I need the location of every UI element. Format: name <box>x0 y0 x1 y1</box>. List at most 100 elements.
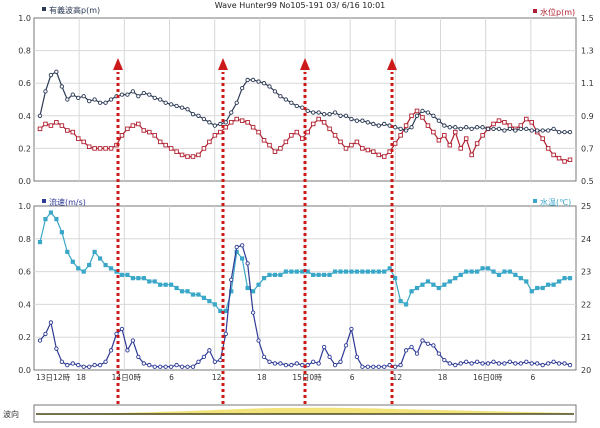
data-point <box>92 146 97 151</box>
data-point <box>567 276 573 281</box>
data-point <box>130 123 136 128</box>
data-point <box>130 276 135 281</box>
data-point <box>403 128 409 133</box>
data-point <box>163 282 168 287</box>
data-point <box>152 279 157 284</box>
data-point <box>267 272 272 277</box>
data-point <box>535 128 540 133</box>
right-tick-label: 0.5 <box>581 177 594 186</box>
data-point <box>491 121 496 127</box>
data-point <box>475 269 480 274</box>
data-point <box>43 331 48 337</box>
data-point <box>436 137 442 143</box>
data-point <box>141 90 146 96</box>
x-tick-label: 18 <box>76 373 86 382</box>
data-point <box>502 269 507 274</box>
data-point <box>365 269 370 274</box>
data-point <box>103 146 108 151</box>
data-point <box>349 142 354 148</box>
data-point <box>387 266 392 271</box>
data-point <box>196 292 201 297</box>
data-point <box>218 358 223 363</box>
data-point <box>311 359 316 364</box>
data-point <box>294 129 300 135</box>
data-point <box>261 276 267 281</box>
data-point <box>272 272 278 277</box>
data-point <box>551 359 556 364</box>
right-tick-label: 20 <box>581 366 591 375</box>
data-point <box>524 126 529 131</box>
data-point <box>327 272 332 277</box>
data-point <box>420 282 425 287</box>
panel2-left-ticks: 0.0 0.2 0.4 0.6 0.8 1.0 <box>18 202 31 375</box>
arrow-head <box>218 58 228 70</box>
panel1-left-axis-label: 有義波高p(m) <box>42 5 100 15</box>
data-point <box>223 124 229 130</box>
arrow-head <box>113 58 123 70</box>
data-point <box>108 146 114 151</box>
data-point <box>376 364 381 369</box>
data-point <box>545 361 551 366</box>
data-point <box>147 279 152 284</box>
data-point <box>207 120 212 125</box>
data-point <box>70 92 75 97</box>
data-point <box>65 249 70 255</box>
data-point <box>54 69 59 74</box>
data-point <box>283 269 288 274</box>
right-tick-label: 0.7 <box>581 144 594 153</box>
data-point <box>174 285 179 291</box>
data-point <box>485 126 491 131</box>
data-point <box>480 125 485 130</box>
data-point <box>431 113 436 118</box>
data-point <box>229 289 234 294</box>
data-point <box>190 112 196 117</box>
data-point <box>97 146 103 151</box>
x-tick-label: 16日0時 <box>473 373 503 382</box>
data-point <box>136 276 141 281</box>
panel1-right-ticks: 0.5 0.7 0.9 1.1 1.3 1.5 <box>581 14 594 186</box>
data-point <box>343 146 349 151</box>
data-point <box>480 266 485 271</box>
data-point <box>108 97 114 102</box>
data-point <box>212 133 218 138</box>
data-point <box>425 110 431 115</box>
data-point <box>414 351 420 356</box>
data-point <box>245 120 250 125</box>
data-point <box>403 302 409 307</box>
data-point <box>436 285 441 291</box>
data-point <box>163 364 168 369</box>
data-point <box>420 338 425 343</box>
data-point <box>556 129 562 135</box>
data-point <box>382 269 387 274</box>
data-point <box>365 120 370 125</box>
data-point <box>141 276 146 281</box>
data-point <box>491 269 496 274</box>
data-point <box>365 147 371 153</box>
data-point <box>229 277 234 282</box>
up-arrow <box>113 58 123 404</box>
right-tick-label: 23 <box>581 268 591 277</box>
data-point <box>513 272 518 277</box>
data-point <box>518 126 523 131</box>
data-point <box>480 133 485 138</box>
data-point <box>158 97 163 102</box>
data-point <box>322 272 327 277</box>
data-point <box>425 279 431 284</box>
data-point <box>436 118 442 123</box>
data-point <box>567 129 573 135</box>
data-point <box>98 256 103 261</box>
arrow-head <box>387 58 397 70</box>
data-point <box>562 159 567 164</box>
data-point <box>343 269 349 274</box>
data-point <box>354 354 360 360</box>
data-point <box>54 217 59 222</box>
data-point <box>92 97 97 102</box>
data-point <box>556 361 562 366</box>
data-point <box>354 139 360 145</box>
data-point <box>562 361 567 366</box>
data-point <box>535 361 540 366</box>
data-point <box>179 152 185 158</box>
panel1-left-ticks: 0.0 0.2 0.4 0.6 0.8 1.0 <box>18 14 31 186</box>
wave-direction-label: 波向 <box>3 409 19 419</box>
data-point <box>70 129 76 135</box>
